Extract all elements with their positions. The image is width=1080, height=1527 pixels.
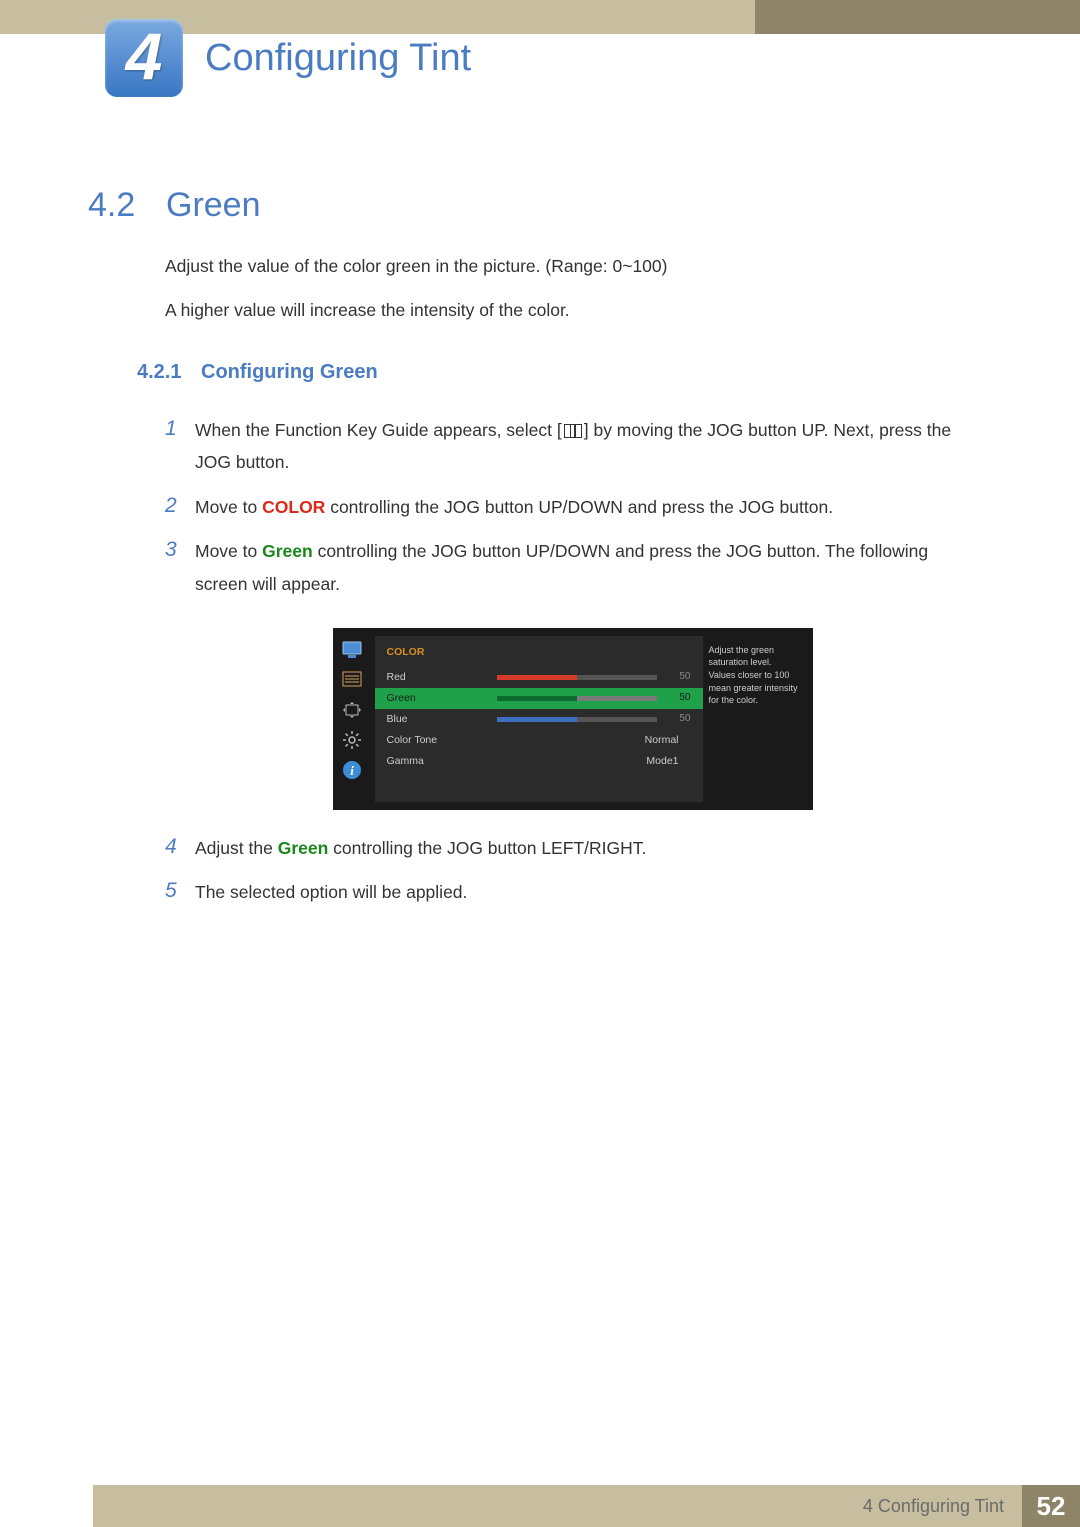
- osd-row-label: Gamma: [387, 753, 497, 770]
- page-footer: 4 Configuring Tint 52: [93, 1485, 1080, 1527]
- content-area: Adjust the value of the color green in t…: [165, 252, 980, 920]
- osd-row-green: Green 50: [375, 688, 703, 709]
- step-text: Move to Green controlling the JOG button…: [195, 535, 980, 600]
- green-keyword: Green: [262, 541, 313, 561]
- svg-text:i: i: [350, 763, 354, 778]
- osd-row-label: Green: [387, 690, 497, 707]
- osd-help-text: Adjust the green saturation level. Value…: [703, 636, 805, 802]
- green-keyword: Green: [278, 838, 329, 858]
- osd-slider-fill: [497, 696, 577, 701]
- osd-row-label: Blue: [387, 711, 497, 728]
- list-icon: [341, 670, 363, 690]
- section-number: 4.2: [88, 186, 166, 225]
- osd-row-red: Red 50: [375, 667, 703, 688]
- gear-icon: [341, 730, 363, 750]
- osd-slider: [497, 717, 657, 722]
- osd-row-label: Color Tone: [387, 732, 497, 749]
- page-number: 52: [1022, 1485, 1080, 1527]
- step-5: 5 The selected option will be applied.: [165, 876, 980, 908]
- osd-slider: [497, 675, 657, 680]
- osd-sidebar: i: [341, 636, 375, 802]
- section-title: Green: [166, 186, 261, 225]
- osd-row-label: Red: [387, 669, 497, 686]
- step-number: 1: [165, 412, 195, 479]
- step-number: 5: [165, 874, 195, 908]
- step-2: 2 Move to COLOR controlling the JOG butt…: [165, 491, 980, 523]
- picture-icon: [341, 640, 363, 660]
- step-number: 2: [165, 489, 195, 523]
- section-heading: 4.2 Green: [88, 186, 261, 225]
- osd-row-blue: Blue 50: [375, 709, 703, 730]
- step-text: When the Function Key Guide appears, sel…: [195, 414, 980, 479]
- footer-text: 4 Configuring Tint: [93, 1485, 1022, 1527]
- page-header: 4 Configuring Tint: [105, 20, 1080, 96]
- chapter-number: 4: [126, 18, 163, 94]
- color-keyword: COLOR: [262, 497, 325, 517]
- page-title: Configuring Tint: [205, 37, 471, 80]
- osd-slider-fill: [497, 675, 577, 680]
- menu-icon: [564, 424, 582, 438]
- osd-slider: [497, 696, 657, 701]
- subsection-heading: 4.2.1 Configuring Green: [137, 356, 980, 388]
- osd-row-color-tone: Color ToneNormal: [375, 730, 703, 751]
- resize-icon: [341, 700, 363, 720]
- osd-main: COLOR Red 50 Green 50 Blue 50 Color ToneNorma…: [375, 636, 703, 802]
- step-number: 3: [165, 533, 195, 600]
- osd-header: COLOR: [375, 642, 703, 667]
- osd-row-value: 50: [665, 669, 691, 685]
- step-4: 4 Adjust the Green controlling the JOG b…: [165, 832, 980, 864]
- osd-row-value: 50: [665, 690, 691, 706]
- info-icon: i: [341, 760, 363, 780]
- osd-screenshot: i COLOR Red 50 Green 50 Blue 50 Color ToneNor…: [165, 628, 980, 810]
- step-text: Adjust the Green controlling the JOG but…: [195, 832, 980, 864]
- osd-row-value: Mode1: [497, 753, 691, 770]
- step-1: 1 When the Function Key Guide appears, s…: [165, 414, 980, 479]
- step-number: 4: [165, 830, 195, 864]
- step-text: Move to COLOR controlling the JOG button…: [195, 491, 980, 523]
- step-3: 3 Move to Green controlling the JOG butt…: [165, 535, 980, 600]
- step-text: The selected option will be applied.: [195, 876, 980, 908]
- osd-slider-fill: [497, 717, 577, 722]
- osd-row-value: Normal: [497, 732, 691, 749]
- intro-paragraph-2: A higher value will increase the intensi…: [165, 296, 980, 324]
- chapter-badge: 4: [105, 19, 183, 97]
- subsection-number: 4.2.1: [137, 356, 201, 388]
- osd-row-gamma: GammaMode1: [375, 751, 703, 772]
- subsection-title: Configuring Green: [201, 356, 378, 388]
- osd-panel: i COLOR Red 50 Green 50 Blue 50 Color ToneNor…: [333, 628, 813, 810]
- osd-row-value: 50: [665, 711, 691, 727]
- intro-paragraph-1: Adjust the value of the color green in t…: [165, 252, 980, 280]
